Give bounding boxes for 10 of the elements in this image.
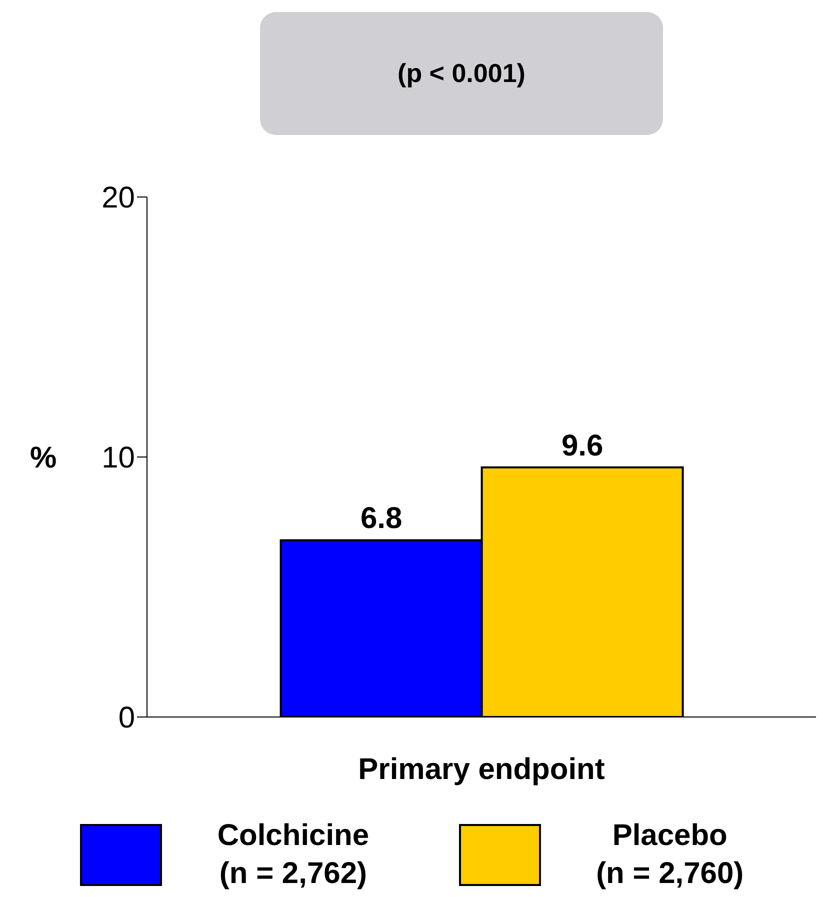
y-axis-title: %	[30, 442, 57, 475]
y-tick-label: 10	[102, 442, 135, 475]
legend-label: Colchicine (n = 2,762)	[217, 818, 370, 892]
text: (p < 0.001)	[398, 58, 526, 89]
data-label: 6.8	[360, 502, 402, 536]
x-tick-label: Primary endpoint	[358, 753, 605, 786]
data-label: 9.6	[561, 429, 604, 462]
y-tick-label: 0	[118, 702, 135, 735]
y-tick-label: 20	[102, 182, 135, 215]
legend-label: Placebo (n = 2,760)	[596, 818, 744, 892]
